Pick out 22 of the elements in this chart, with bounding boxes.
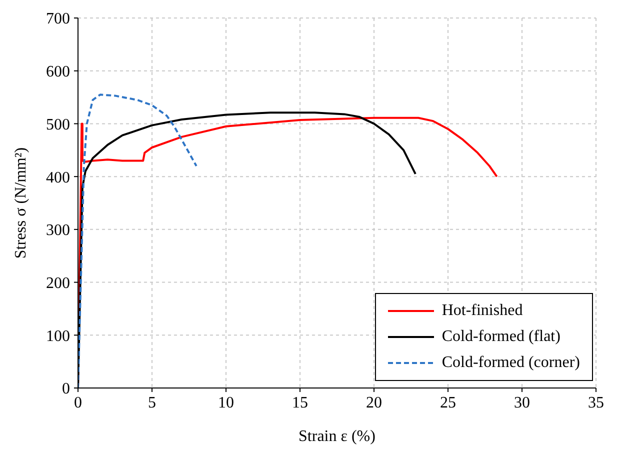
y-tick-label: 300: [46, 222, 70, 240]
y-tick-label: 200: [46, 274, 70, 292]
x-tick-label: 5: [148, 394, 156, 412]
line-series: [78, 94, 198, 388]
y-axis-title: Stress σ (N/mm²): [12, 147, 30, 259]
x-tick-label: 10: [218, 394, 234, 412]
y-tick-label: 400: [46, 169, 70, 186]
legend-label: Cold-formed (flat): [442, 327, 560, 347]
x-tick-label: 0: [74, 394, 82, 412]
y-tick-label: 600: [46, 64, 70, 81]
x-tick-label: 35: [588, 394, 604, 412]
y-tick-label: 0: [62, 380, 70, 398]
legend-label: Hot-finished: [442, 301, 523, 321]
x-axis-title: Strain ε (%): [298, 428, 376, 445]
y-tick-label: 500: [46, 116, 70, 134]
x-tick-label: 30: [514, 394, 530, 412]
y-tick-label: 100: [46, 328, 70, 345]
x-tick-label: 20: [366, 394, 382, 412]
legend-label: Cold-formed (corner): [442, 353, 580, 373]
x-tick-label: 25: [440, 394, 456, 412]
x-tick-label: 15: [292, 394, 308, 412]
y-tick-label: 700: [46, 10, 70, 28]
